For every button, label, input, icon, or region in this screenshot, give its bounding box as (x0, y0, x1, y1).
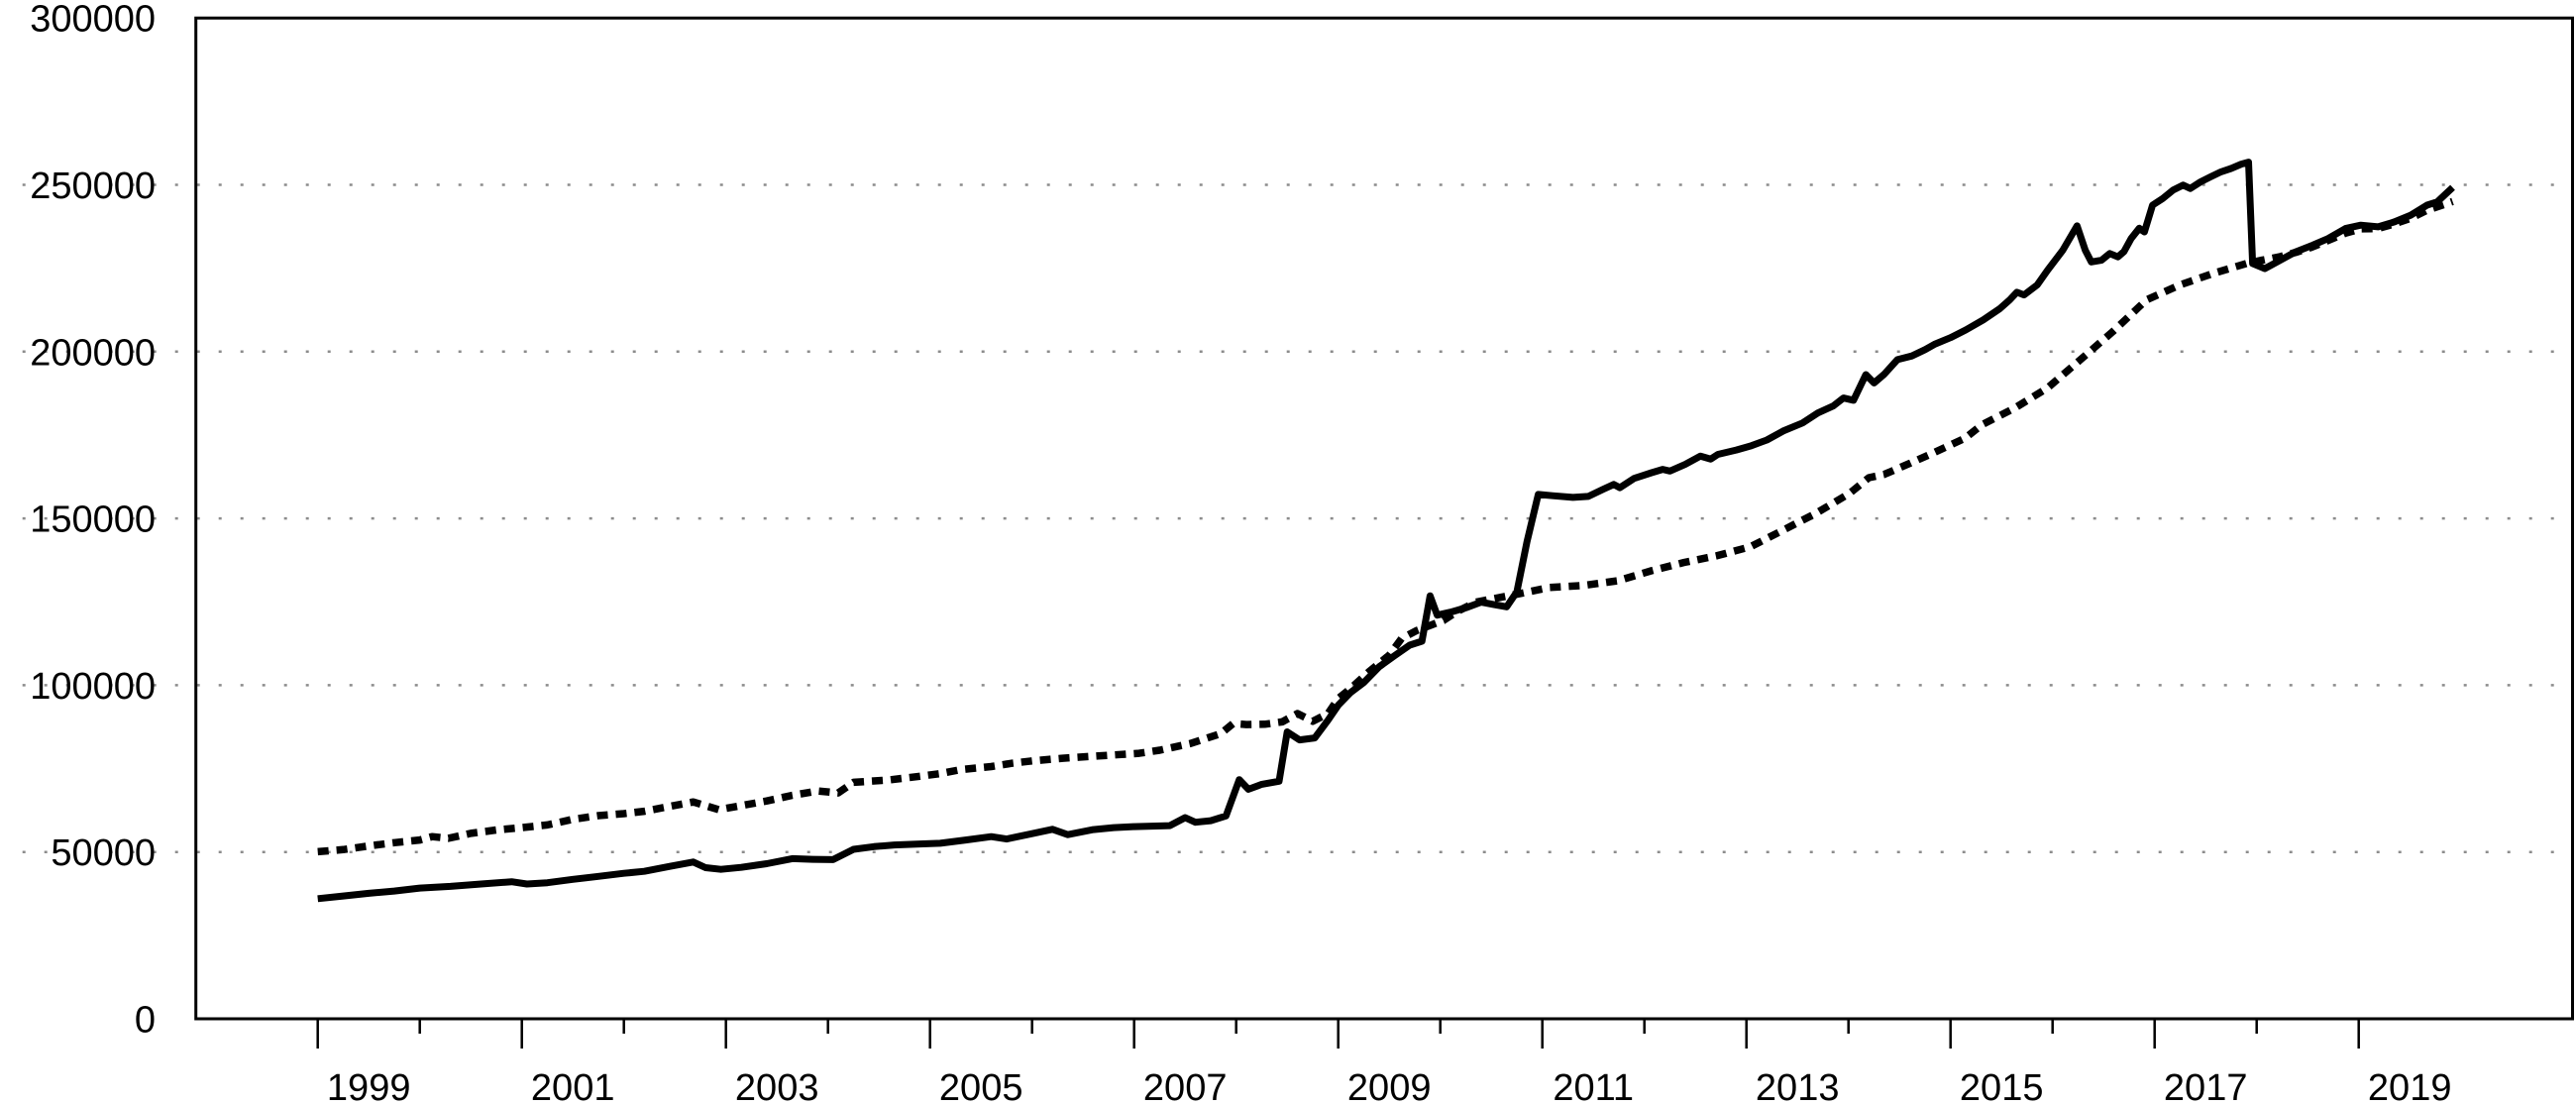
x-axis-label: 2019 (2368, 1067, 2452, 1106)
series-solid-line (317, 159, 2455, 903)
x-axis-label: 2011 (1553, 1067, 1634, 1106)
y-axis-label: 250000 (30, 166, 156, 207)
x-axis-label: 2013 (1756, 1067, 1840, 1106)
x-axis-label: 1999 (327, 1067, 411, 1106)
y-axis-label: 50000 (51, 832, 156, 874)
x-axis-label: 2007 (1143, 1067, 1228, 1106)
x-axis-label: 2005 (939, 1067, 1023, 1106)
plot-frame (194, 16, 2575, 1021)
x-axis-label: 2015 (1960, 1067, 2044, 1106)
x-axis-label: 2003 (735, 1067, 819, 1106)
y-axis-label: 100000 (30, 666, 156, 708)
x-axis-label: 2001 (531, 1067, 615, 1106)
y-axis-label: 150000 (30, 499, 156, 541)
series-dotted-line (317, 197, 2454, 856)
x-axis-label: 2009 (1347, 1067, 1432, 1106)
x-axis-label: 2017 (2164, 1067, 2248, 1106)
y-axis-label: 0 (135, 1000, 156, 1042)
y-axis-label: 300000 (30, 0, 156, 41)
y-axis-label: 200000 (30, 332, 156, 374)
